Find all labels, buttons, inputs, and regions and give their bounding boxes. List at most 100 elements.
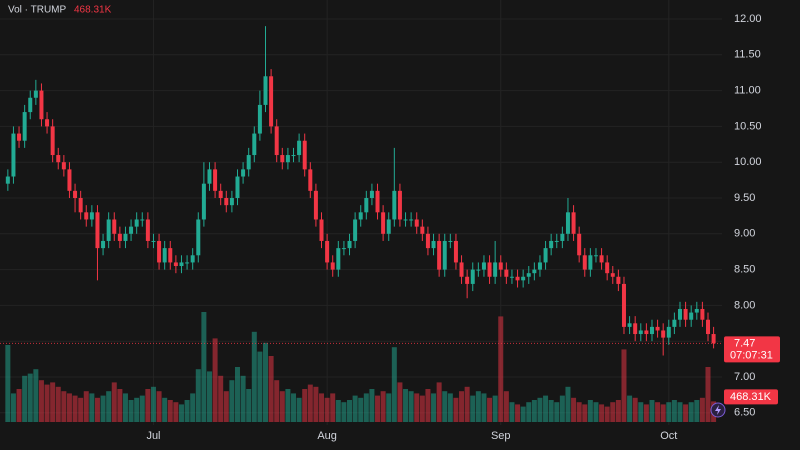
volume-bar [369, 389, 375, 422]
candle-body [437, 240, 442, 270]
candle-body [89, 212, 94, 220]
volume-bar [509, 402, 515, 422]
volume-bar [375, 395, 381, 422]
volume-bar [610, 402, 616, 422]
volume-bar [621, 349, 627, 422]
candle-body [364, 198, 369, 213]
volume-bar [548, 400, 554, 422]
candle-body [190, 255, 195, 263]
volume-bar [27, 373, 33, 422]
volume-bar [50, 382, 56, 422]
volume-bar [666, 402, 672, 422]
candle-body [465, 276, 470, 284]
volume-bar [526, 402, 532, 422]
volume-bar [587, 400, 593, 422]
volume-bar [307, 384, 313, 422]
volume-bar [470, 395, 476, 422]
volume-bar [699, 397, 705, 422]
candle-body [661, 330, 666, 338]
volume-bar [593, 402, 599, 422]
candle-body [224, 198, 229, 206]
y-tick-label: 9.00 [734, 228, 755, 240]
candle-body [241, 169, 246, 177]
axes: 6.507.007.508.008.509.009.5010.0010.5011… [146, 0, 800, 450]
candle-body [414, 219, 419, 227]
volume-bar [285, 389, 291, 422]
volume-bar [291, 393, 297, 422]
volume-bar [397, 382, 403, 422]
candle-body [341, 248, 346, 250]
volume-bar [61, 391, 67, 422]
volume-bar [44, 384, 50, 422]
candle-body [235, 176, 240, 198]
volume-bar [571, 397, 577, 422]
candle-body [22, 112, 27, 141]
candle-body [493, 262, 498, 277]
volume-bar [268, 356, 274, 422]
candle-body [56, 155, 61, 163]
candle-body [213, 169, 218, 191]
volume-bar [358, 397, 364, 422]
candle-body [252, 133, 257, 156]
volume-label: 468.31K [730, 391, 772, 403]
volume-bar [363, 393, 369, 422]
volume-bar [677, 402, 683, 422]
volume-bar [100, 395, 106, 422]
candle-body [694, 308, 699, 313]
volume-bar [246, 389, 252, 422]
volume-bar [520, 406, 526, 422]
volume-bar [117, 389, 123, 422]
volume-bar [419, 395, 425, 422]
volume-bar [139, 395, 145, 422]
volume-bar [83, 391, 89, 422]
candle-body [453, 240, 458, 263]
volume-bar [173, 402, 179, 422]
volume-bar [22, 375, 28, 422]
candle-body [117, 233, 122, 241]
candle-body [700, 308, 705, 320]
candle-body [683, 308, 688, 320]
candle-body [28, 97, 33, 113]
candle-body [605, 262, 610, 274]
candle-body [196, 219, 201, 256]
y-tick-label: 8.50 [734, 264, 755, 276]
candle-body [101, 240, 106, 249]
candle-body [560, 233, 565, 241]
candle-body [543, 248, 548, 263]
candle-body [593, 255, 598, 257]
volume-bar [218, 375, 224, 422]
volume-bar [380, 391, 386, 422]
volume-bar [347, 400, 353, 422]
volume-bar [89, 393, 95, 422]
candle-body [17, 133, 22, 141]
candle-body [677, 308, 682, 320]
candle-body [526, 273, 531, 277]
x-tick-label: Aug [317, 430, 337, 442]
candle-body [218, 190, 223, 198]
candle-body [409, 219, 414, 221]
volume-bar [403, 389, 409, 422]
volume-bar [425, 389, 431, 422]
volume-bar [705, 367, 711, 422]
price-pane [0, 26, 722, 356]
candle-body [358, 212, 363, 220]
candle-body [515, 276, 520, 281]
candle-body [521, 276, 526, 281]
candle-body [442, 240, 447, 270]
candle-body [123, 233, 128, 241]
x-tick-label: Sep [491, 430, 511, 442]
candle-body [621, 283, 626, 327]
volume-bar [386, 393, 392, 422]
candle-body [140, 219, 145, 221]
candle-body [207, 169, 212, 184]
candle-body [291, 155, 296, 157]
y-tick-label: 12.00 [734, 13, 762, 25]
candle-body [78, 198, 83, 213]
volume-bar [638, 402, 644, 422]
candle-body [487, 262, 492, 277]
candle-body [33, 90, 38, 98]
candle-body [257, 104, 262, 134]
volume-bar [223, 391, 229, 422]
volume-bar [447, 393, 453, 422]
